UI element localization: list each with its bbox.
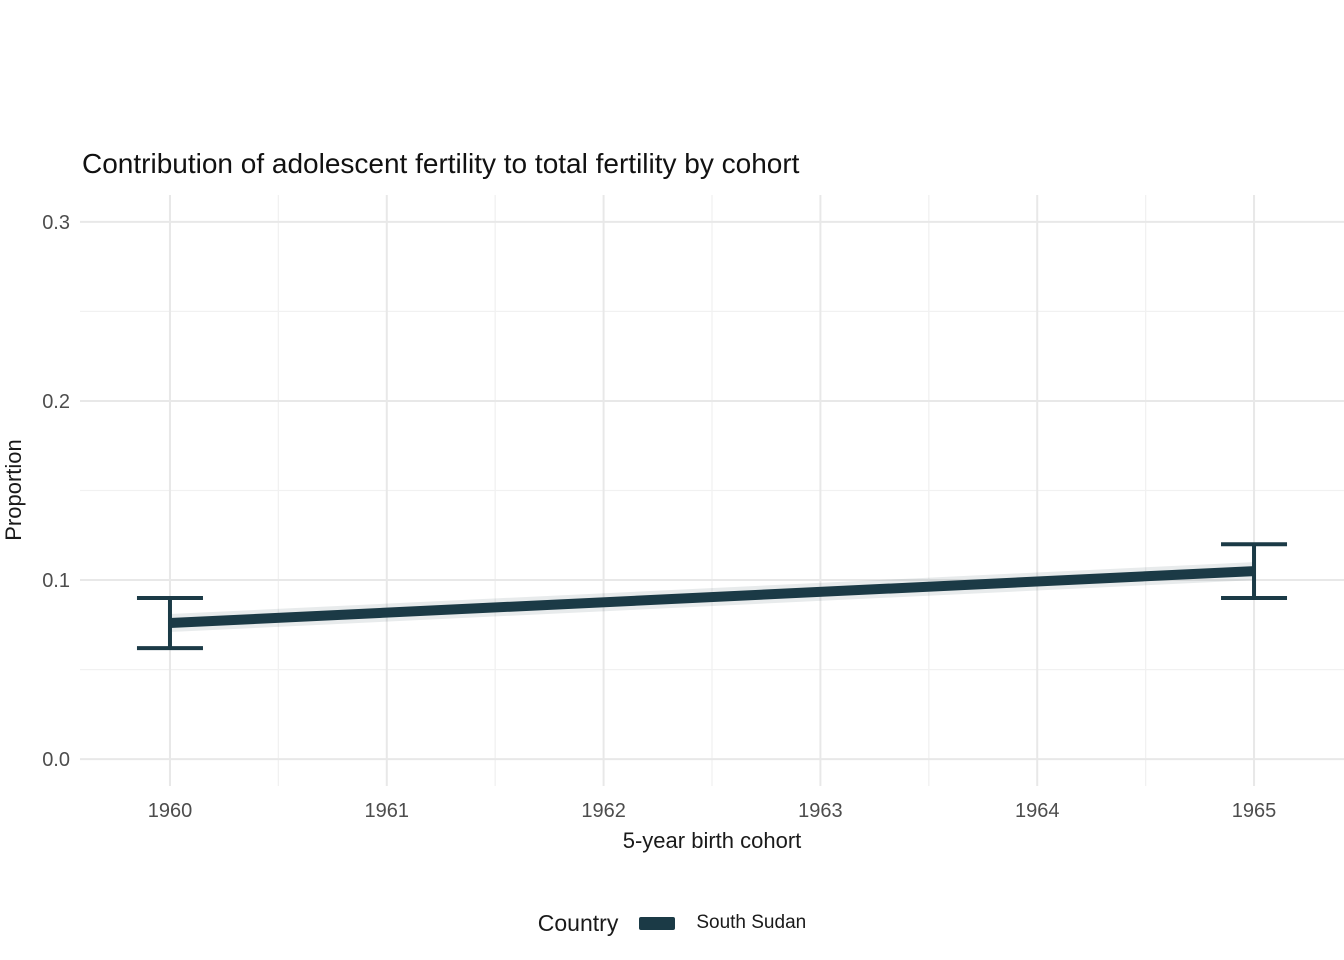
y-tick-label: 0.0 [42, 749, 70, 771]
x-tick-label: 1965 [1232, 800, 1277, 822]
y-tick-label: 0.2 [42, 391, 70, 413]
y-tick-label: 0.3 [42, 212, 70, 234]
y-axis-title: Proportion [1, 439, 26, 541]
legend-title: Country [537, 909, 619, 936]
x-tick-label: 1963 [798, 800, 843, 822]
x-tick-label: 1964 [1015, 800, 1060, 822]
legend-item-label: South Sudan [696, 912, 807, 933]
x-axis-title: 5-year birth cohort [622, 828, 802, 853]
legend-swatch [639, 916, 676, 930]
chart-title: Contribution of adolescent fertility to … [82, 148, 800, 179]
x-tick-label: 1960 [148, 800, 193, 822]
y-tick-label: 0.1 [42, 570, 70, 592]
x-tick-label: 1961 [365, 800, 410, 822]
legend: Country South Sudan [0, 903, 1344, 943]
x-tick-label: 1962 [581, 800, 626, 822]
trend-line [169, 566, 1255, 629]
